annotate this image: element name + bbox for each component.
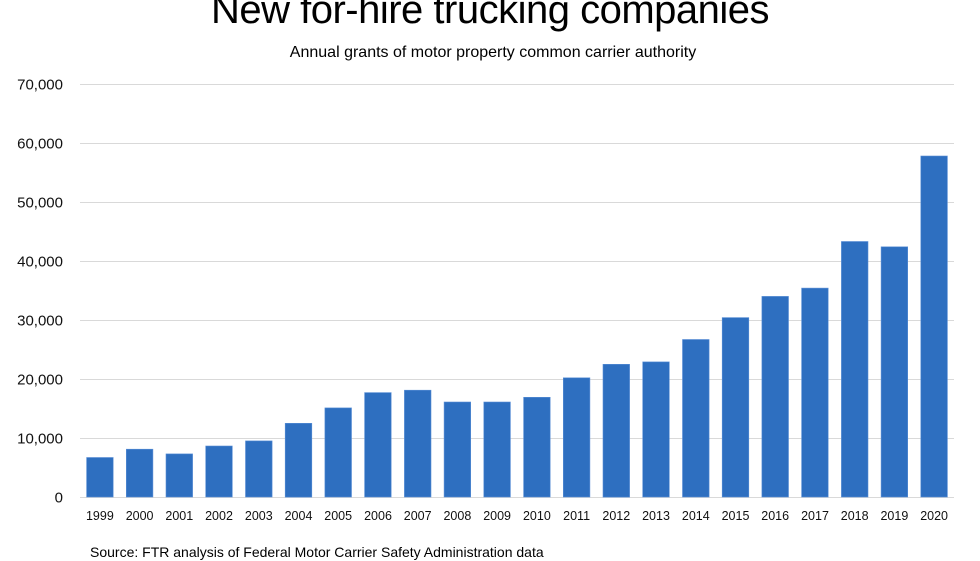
bar-2012	[602, 363, 630, 498]
bar-2013	[642, 361, 670, 498]
x-tick-label: 2016	[761, 509, 789, 523]
x-tick-label: 2000	[126, 509, 154, 523]
y-tick-label: 70,000	[17, 77, 63, 94]
x-tick-label: 2001	[165, 509, 193, 523]
bar-2009	[483, 401, 511, 498]
bar-2007	[404, 389, 432, 498]
y-tick-label: 40,000	[17, 254, 63, 271]
bar-2010	[523, 396, 551, 498]
bar-2015	[721, 317, 750, 498]
bar-2006	[364, 392, 392, 498]
x-tick-label: 2019	[880, 509, 908, 523]
x-tick-label: 2005	[324, 509, 352, 523]
bars	[86, 155, 948, 498]
bar-2003	[245, 440, 273, 498]
bar-2017	[801, 287, 829, 498]
bar-1999	[86, 457, 114, 498]
y-axis-tick-labels: 0 10,000 20,000 30,000 40,000 50,000 60,000 70,…	[17, 77, 63, 507]
x-tick-label: 2015	[722, 509, 750, 523]
x-tick-label: 2010	[523, 509, 551, 523]
bar-2008	[443, 401, 472, 498]
chart-title: New for-hire trucking companies	[210, 0, 770, 32]
y-tick-label: 10,000	[17, 431, 63, 448]
x-tick-label: 2013	[642, 509, 670, 523]
x-tick-label: 1999	[86, 509, 114, 523]
chart-subtitle: Annual grants of motor property common c…	[289, 44, 697, 61]
y-tick-label: 30,000	[17, 313, 63, 330]
bar-2016	[761, 296, 789, 498]
x-tick-label: 2014	[682, 509, 710, 523]
x-axis-tick-labels: 1999 2000 2001 2002 2003 2004 2005 2006 2007 2008…	[86, 509, 948, 523]
x-tick-label: 2003	[245, 509, 273, 523]
y-tick-label: 60,000	[17, 136, 63, 153]
x-tick-label: 2011	[563, 509, 590, 523]
bar-2011	[562, 377, 591, 498]
bar-2014	[682, 339, 710, 498]
source-note: Source: FTR analysis of Federal Motor Ca…	[90, 544, 544, 560]
bar-2005	[324, 407, 352, 498]
x-tick-label: 2017	[801, 509, 829, 523]
y-tick-label: 20,000	[17, 372, 63, 389]
bar-2002	[205, 445, 233, 498]
x-tick-label: 2007	[404, 509, 432, 523]
x-tick-label: 2018	[841, 509, 869, 523]
y-tick-label: 50,000	[17, 195, 63, 212]
x-tick-label: 2012	[602, 509, 630, 523]
x-tick-label: 2002	[205, 509, 233, 523]
x-tick-label: 2004	[285, 509, 313, 523]
bar-2004	[284, 422, 313, 498]
bar-2001	[165, 453, 193, 498]
x-tick-label: 2008	[443, 509, 471, 523]
bar-2018	[841, 241, 869, 498]
bar-2020	[920, 155, 948, 498]
y-tick-label: 0	[55, 490, 63, 507]
bar-2019	[880, 246, 908, 498]
x-tick-label: 2006	[364, 509, 392, 523]
x-tick-label: 2009	[483, 509, 511, 523]
x-tick-label: 2020	[920, 509, 948, 523]
bar-2000	[126, 448, 154, 498]
